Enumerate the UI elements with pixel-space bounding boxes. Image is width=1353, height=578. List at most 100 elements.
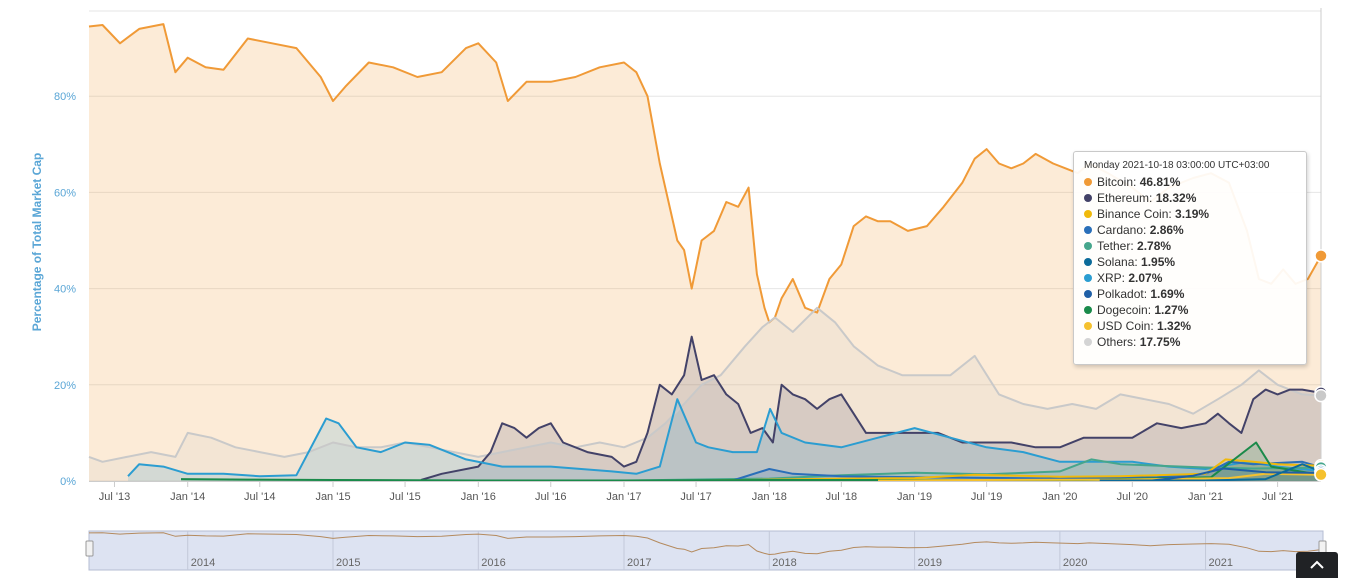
range-navigator[interactable]: 2014 2015 2016 2017 2018 2019 2020 2021 <box>85 530 1327 571</box>
others-marker <box>1314 388 1328 403</box>
legend-dot-icon <box>1084 290 1092 298</box>
navigator-year-label: 2014 <box>191 557 215 569</box>
navigator-grid <box>187 531 1207 570</box>
tooltip-rows: Bitcoin: 46.81% Ethereum: 18.32% Binance C… <box>1084 174 1296 350</box>
ethereum-area <box>421 336 1321 481</box>
bitcoin-area <box>89 24 1321 481</box>
others-area <box>89 307 1321 481</box>
scroll-to-top-button[interactable] <box>1296 552 1338 578</box>
legend-dot-icon <box>1084 322 1092 330</box>
bitcoin-marker <box>1314 249 1328 263</box>
tooltip-series-name: Dogecoin: <box>1097 303 1155 317</box>
x-tick-label: Jul '19 <box>971 491 1002 503</box>
y-tick-label: 20% <box>54 380 76 392</box>
y-tick-label: 60% <box>54 187 76 199</box>
tooltip-row: Cardano: 2.86% <box>1084 222 1296 238</box>
tooltip-row: Dogecoin: 1.27% <box>1084 302 1296 318</box>
navigator-labels: 2014 2015 2016 2017 2018 2019 2020 2021 <box>191 557 1233 569</box>
x-tick-label: Jan '17 <box>606 491 641 503</box>
tooltip-row: Polkadot: 1.69% <box>1084 286 1296 302</box>
tooltip-series-name: Polkadot: <box>1097 287 1151 301</box>
x-tick-label: Jan '20 <box>1042 491 1077 503</box>
navigator-left-handle[interactable] <box>85 540 94 557</box>
tooltip-series-name: Solana: <box>1097 255 1142 269</box>
tooltip-series-name: Bitcoin: <box>1097 175 1140 189</box>
x-tick-label: Jan '14 <box>170 491 205 503</box>
tooltip-series-value: 17.75% <box>1139 335 1181 349</box>
legend-dot-icon <box>1084 258 1092 266</box>
legend-dot-icon <box>1084 194 1092 202</box>
x-tick-label: Jul '21 <box>1262 491 1293 503</box>
legend-dot-icon <box>1084 226 1092 234</box>
binance-coin-line <box>708 458 1322 482</box>
cardano-line <box>732 460 1322 482</box>
tooltip-series-name: USD Coin: <box>1097 319 1158 333</box>
tooltip-row: Ethereum: 18.32% <box>1084 190 1296 206</box>
tooltip-series-value: 2.07% <box>1128 271 1163 285</box>
others-line <box>88 306 1322 463</box>
x-tick-label: Jan '21 <box>1188 491 1223 503</box>
y-tick-label: 0% <box>60 476 76 488</box>
x-tick-label: Jul '20 <box>1117 491 1148 503</box>
tooltip-series-value: 2.86% <box>1149 223 1184 237</box>
xrp-area <box>128 399 1321 481</box>
navigator-background[interactable] <box>88 530 1324 571</box>
chart-tooltip: Monday 2021-10-18 03:00:00 UTC+03:00 Bit… <box>1073 151 1307 365</box>
x-tick-label: Jan '18 <box>752 491 787 503</box>
tooltip-series-name: Others: <box>1097 335 1140 349</box>
navigator-year-label: 2015 <box>336 557 360 569</box>
tooltip-row: XRP: 2.07% <box>1084 270 1296 286</box>
y-axis-title: Percentage of Total Market Cap <box>30 153 44 332</box>
navigator-year-label: 2017 <box>627 557 651 569</box>
x-tick-label: Jan '16 <box>461 491 496 503</box>
tooltip-series-name: Ethereum: <box>1097 191 1156 205</box>
tooltip-series-value: 1.32% <box>1157 319 1192 333</box>
usd-coin-line <box>877 472 1322 482</box>
tooltip-row: Binance Coin: 3.19% <box>1084 206 1296 222</box>
legend-dot-icon <box>1084 242 1092 250</box>
navigator-year-label: 2021 <box>1209 557 1233 569</box>
tooltip-series-value: 1.95% <box>1141 255 1176 269</box>
legend-dot-icon <box>1084 306 1092 314</box>
usd-coin-marker <box>1314 467 1328 482</box>
legend-dot-icon <box>1084 178 1092 186</box>
legend-dot-icon <box>1084 338 1092 346</box>
x-tick-label: Jul '14 <box>244 491 275 503</box>
tether-line <box>623 458 1322 482</box>
tooltip-series-value: 1.27% <box>1154 303 1189 317</box>
tooltip-series-value: 2.78% <box>1137 239 1172 253</box>
tooltip-series-value: 1.69% <box>1150 287 1185 301</box>
tooltip-series-name: Tether: <box>1097 239 1138 253</box>
y-tick-label: 40% <box>54 284 76 296</box>
x-axis: Jul '13 Jan '14 Jul '14 Jan '15 Jul '15 Jan '… <box>89 481 1321 503</box>
y-axis: 0% 20% 40% 60% 80% <box>54 91 76 488</box>
legend-dot-icon <box>1084 274 1092 282</box>
navigator-year-label: 2019 <box>918 557 942 569</box>
tooltip-row: Others: 17.75% <box>1084 334 1296 350</box>
tooltip-series-name: XRP: <box>1097 271 1129 285</box>
tooltip-series-value: 46.81% <box>1139 175 1181 189</box>
tooltip-date: Monday 2021-10-18 03:00:00 UTC+03:00 <box>1084 160 1270 171</box>
solana-line <box>1099 463 1322 482</box>
x-tick-label: Jul '15 <box>389 491 420 503</box>
tooltip-series-name: Cardano: <box>1097 223 1150 237</box>
x-tick-label: Jul '16 <box>535 491 566 503</box>
y-tick-label: 80% <box>54 91 76 103</box>
navigator-series-line <box>88 532 1322 556</box>
x-tick-label: Jul '17 <box>680 491 711 503</box>
tooltip-series-value: 3.19% <box>1175 207 1210 221</box>
tooltip-series-value: 18.32% <box>1155 191 1197 205</box>
x-tick-label: Jan '15 <box>315 491 350 503</box>
tooltip-row: Solana: 1.95% <box>1084 254 1296 270</box>
ethereum-line <box>420 335 1322 481</box>
chevron-up-icon <box>1310 560 1324 569</box>
tooltip-row: USD Coin: 1.32% <box>1084 318 1296 334</box>
tooltip-row: Bitcoin: 46.81% <box>1084 174 1296 190</box>
x-tick-label: Jul '18 <box>826 491 857 503</box>
x-tick-label: Jan '19 <box>897 491 932 503</box>
navigator-year-label: 2018 <box>772 557 796 569</box>
navigator-year-label: 2016 <box>481 557 505 569</box>
dogecoin-line <box>180 441 1322 482</box>
tooltip-row: Tether: 2.78% <box>1084 238 1296 254</box>
